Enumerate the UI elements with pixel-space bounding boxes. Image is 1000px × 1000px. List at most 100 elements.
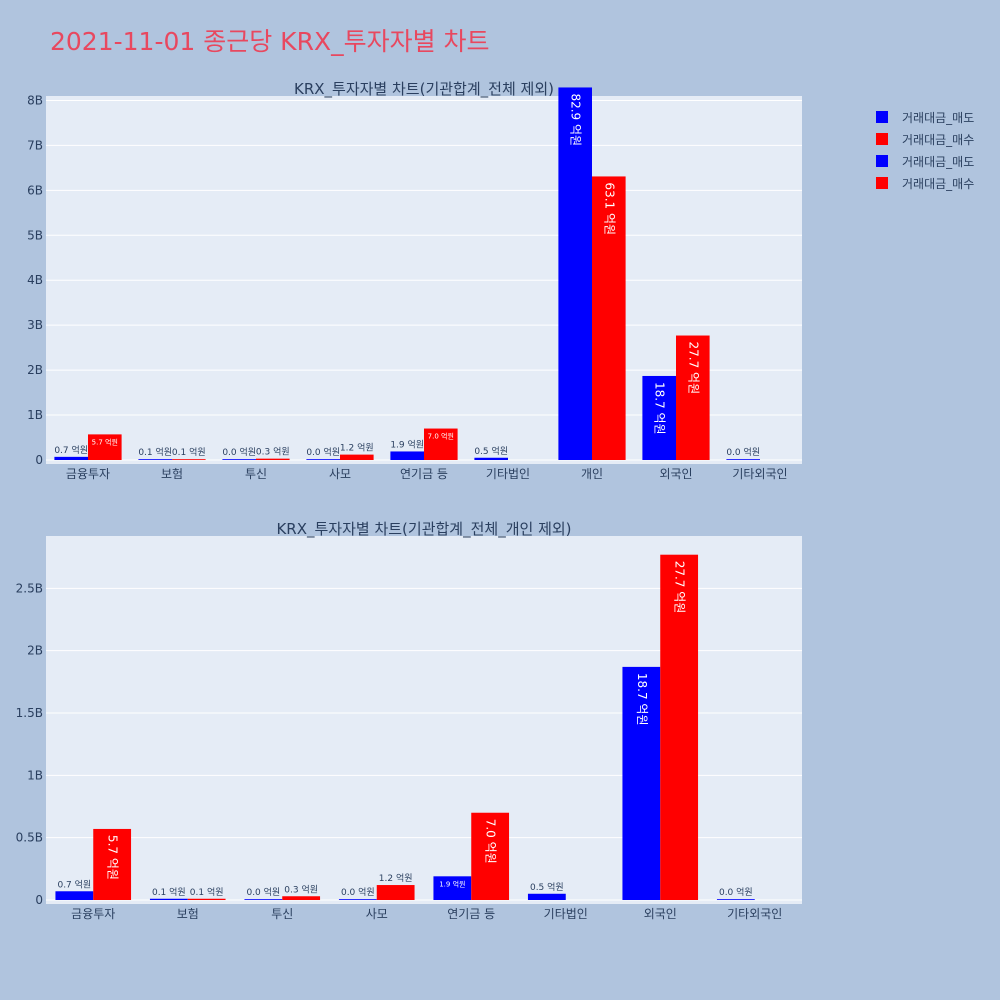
bar[interactable]: [716, 899, 755, 900]
bar[interactable]: [433, 876, 472, 900]
data-label: 18.7 억원: [635, 673, 649, 726]
data-label: 0.7 억원: [54, 444, 88, 456]
data-label: 1.9 억원: [439, 879, 465, 888]
data-label: 18.7 억원: [653, 382, 667, 435]
bar[interactable]: [527, 893, 566, 900]
data-label: 1.2 억원: [379, 872, 413, 884]
y-tick-label: 2B: [27, 644, 43, 658]
data-label: 0.5 억원: [474, 445, 508, 457]
y-tick-label: 3B: [27, 318, 43, 332]
bar[interactable]: [471, 812, 510, 900]
bar[interactable]: [340, 454, 374, 460]
bar[interactable]: [187, 898, 226, 900]
chart-title: KRX_투자자별 차트(기관합계_전체 제외): [294, 80, 554, 99]
data-label: 0.3 억원: [256, 446, 290, 458]
bar[interactable]: [282, 896, 321, 900]
x-tick-label: 사모: [329, 467, 351, 481]
data-label: 0.0 억원: [222, 446, 256, 458]
bar[interactable]: [660, 554, 699, 900]
chart-title: KRX_투자자별 차트(기관합계_전체_개인 제외): [276, 520, 571, 539]
data-label: 0.0 억원: [726, 446, 760, 458]
bar[interactable]: [474, 457, 508, 460]
data-label: 82.9 억원: [569, 93, 583, 146]
legend-swatch-icon: [876, 111, 888, 123]
bar[interactable]: [376, 885, 415, 900]
legend-item[interactable]: 거래대금_매수: [876, 172, 974, 194]
y-tick-label: 1.5B: [16, 706, 43, 720]
bar[interactable]: [88, 434, 122, 460]
data-label: 27.7 억원: [673, 561, 687, 614]
y-tick-label: 0.5B: [16, 831, 43, 845]
chart-panel: 0 0.5B 1B 1.5B 2B 2.5B KRX_투자자별 차트(기관합계_전체_개인 …: [16, 520, 802, 921]
data-label: 0.3 억원: [284, 883, 318, 895]
bar[interactable]: [676, 335, 710, 460]
legend-swatch-icon: [876, 155, 888, 167]
x-tick-label: 기타외국인: [732, 467, 787, 481]
legend-swatch-icon: [876, 177, 888, 189]
page-title: 2021-11-01 종근당 KRX_투자자별 차트: [50, 27, 490, 56]
bar[interactable]: [244, 899, 283, 900]
bar[interactable]: [726, 459, 760, 460]
y-tick-label: 0: [35, 453, 43, 467]
data-label: 7.0 억원: [428, 432, 454, 441]
legend[interactable]: 거래대금_매도 거래대금_매수 거래대금_매도 거래대금_매수: [876, 106, 974, 194]
y-tick-label: 8B: [27, 93, 43, 107]
x-tick-label: 투신: [245, 467, 267, 481]
data-label: 0.0 억원: [341, 886, 375, 898]
bar[interactable]: [306, 459, 340, 460]
chart-panel: 0 1B 2B 3B 4B 5B 6B 7B 8B KRX_투자자별 차트(기관합계_전체 제외)…: [27, 80, 802, 481]
y-tick-label: 6B: [27, 183, 43, 197]
legend-swatch-icon: [876, 133, 888, 145]
legend-item[interactable]: 거래대금_매도: [876, 106, 974, 128]
y-tick-label: 2B: [27, 363, 43, 377]
bar[interactable]: [592, 176, 626, 460]
x-tick-label: 기타외국인: [727, 907, 782, 921]
data-label: 0.0 억원: [719, 886, 753, 898]
x-tick-label: 금융투자: [71, 907, 115, 921]
bar[interactable]: [54, 456, 88, 460]
bar[interactable]: [138, 459, 172, 460]
bar[interactable]: [622, 666, 661, 900]
x-tick-label: 외국인: [659, 467, 692, 481]
data-label: 0.1 억원: [190, 886, 224, 898]
data-label: 0.0 억원: [306, 446, 340, 458]
y-tick-label: 1B: [27, 768, 43, 782]
y-tick-label: 0: [35, 893, 43, 907]
legend-label: 거래대금_매도: [902, 110, 975, 125]
x-tick-label: 금융투자: [66, 467, 110, 481]
legend-label: 거래대금_매도: [902, 154, 975, 169]
data-label: 0.1 억원: [172, 446, 206, 458]
bar[interactable]: [338, 899, 377, 900]
x-tick-label: 보험: [177, 907, 199, 921]
bar[interactable]: [55, 891, 94, 900]
data-label: 5.7 억원: [106, 835, 120, 880]
bar[interactable]: [149, 898, 188, 900]
bar[interactable]: [172, 459, 206, 460]
bar[interactable]: [256, 458, 290, 460]
y-tick-label: 4B: [27, 273, 43, 287]
data-label: 1.9 억원: [390, 438, 424, 450]
data-label: 0.5 억원: [530, 881, 564, 893]
data-label: 0.1 억원: [138, 446, 172, 458]
bar[interactable]: [93, 828, 132, 900]
data-label: 63.1 억원: [602, 182, 616, 235]
y-tick-label: 1B: [27, 408, 43, 422]
legend-item[interactable]: 거래대금_매수: [876, 128, 974, 150]
data-label: 0.7 억원: [57, 878, 91, 890]
legend-label: 거래대금_매수: [902, 132, 975, 147]
x-tick-label: 기타법인: [486, 467, 530, 481]
data-label: 7.0 억원: [484, 819, 498, 864]
data-label: 0.1 억원: [152, 886, 186, 898]
bar[interactable]: [642, 375, 676, 460]
data-label: 0.0 억원: [246, 886, 280, 898]
bar[interactable]: [424, 428, 458, 460]
legend-item[interactable]: 거래대금_매도: [876, 150, 974, 172]
bar[interactable]: [558, 87, 592, 460]
bar[interactable]: [390, 451, 424, 460]
x-tick-label: 보험: [161, 467, 183, 481]
data-label: 5.7 억원: [92, 437, 118, 446]
x-tick-label: 외국인: [644, 907, 677, 921]
bar[interactable]: [222, 459, 256, 460]
y-tick-label: 2.5B: [16, 581, 43, 595]
